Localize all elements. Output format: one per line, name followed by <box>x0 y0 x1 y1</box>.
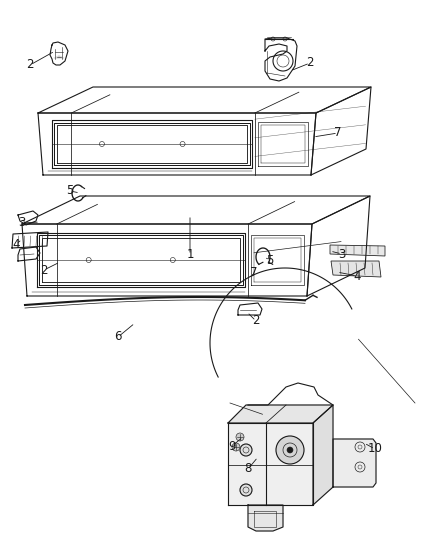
Polygon shape <box>333 439 376 487</box>
Text: 7: 7 <box>250 265 258 279</box>
Polygon shape <box>331 261 381 277</box>
Text: 3: 3 <box>18 216 26 230</box>
Polygon shape <box>330 245 385 256</box>
Text: 8: 8 <box>244 463 252 475</box>
Text: 5: 5 <box>266 254 274 266</box>
Circle shape <box>232 443 240 451</box>
Text: 3: 3 <box>338 247 346 261</box>
Text: 2: 2 <box>306 56 314 69</box>
Text: 2: 2 <box>40 263 48 277</box>
Polygon shape <box>228 405 333 423</box>
Text: 6: 6 <box>114 330 122 343</box>
Text: 5: 5 <box>66 184 74 198</box>
Circle shape <box>287 447 293 453</box>
Text: 2: 2 <box>26 59 34 71</box>
Text: 7: 7 <box>334 126 342 140</box>
Text: 4: 4 <box>353 270 361 282</box>
Text: 1: 1 <box>186 248 194 262</box>
Polygon shape <box>313 405 333 505</box>
Circle shape <box>236 433 244 441</box>
Text: 4: 4 <box>12 238 20 251</box>
Circle shape <box>240 484 252 496</box>
Circle shape <box>240 444 252 456</box>
Polygon shape <box>228 423 313 505</box>
Circle shape <box>276 436 304 464</box>
Text: 2: 2 <box>252 314 260 327</box>
Text: 9: 9 <box>228 440 236 453</box>
Text: 10: 10 <box>367 442 382 456</box>
Polygon shape <box>248 505 283 531</box>
